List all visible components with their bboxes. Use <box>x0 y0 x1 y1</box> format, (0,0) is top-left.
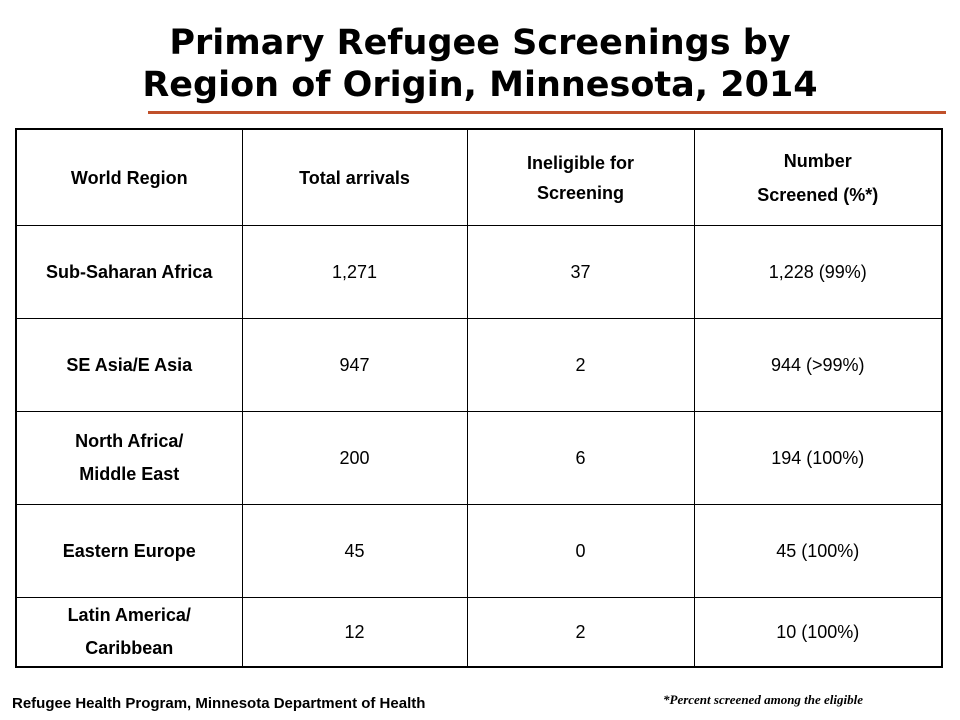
table-header-row: World Region Total arrivals Ineligible f… <box>15 128 943 226</box>
cell-region: Eastern Europe <box>15 504 243 598</box>
cell-total: 1,271 <box>241 225 468 319</box>
cell-region: North Africa/ Middle East <box>15 411 243 505</box>
header-total-arrivals: Total arrivals <box>241 128 468 226</box>
page-title: Primary Refugee Screenings by Region of … <box>0 22 960 106</box>
cell-total: 947 <box>241 318 468 412</box>
cell-ineligible: 37 <box>466 225 695 319</box>
table-row: North Africa/ Middle East 200 6 194 (100… <box>15 411 943 505</box>
cell-screened: 10 (100%) <box>693 597 943 668</box>
cell-screened: 1,228 (99%) <box>693 225 943 319</box>
cell-ineligible: 2 <box>466 318 695 412</box>
header-world-region: World Region <box>15 128 243 226</box>
header-ineligible: Ineligible for Screening <box>466 128 695 226</box>
title-divider <box>148 111 946 114</box>
table-row: Eastern Europe 45 0 45 (100%) <box>15 504 943 598</box>
cell-screened: 194 (100%) <box>693 411 943 505</box>
cell-ineligible: 2 <box>466 597 695 668</box>
screenings-table: World Region Total arrivals Ineligible f… <box>15 128 943 668</box>
header-number-screened: Number Screened (%*) <box>693 128 943 226</box>
table-row: Latin America/ Caribbean 12 2 10 (100%) <box>15 597 943 668</box>
cell-screened: 944 (>99%) <box>693 318 943 412</box>
table-row: Sub-Saharan Africa 1,271 37 1,228 (99%) <box>15 225 943 319</box>
cell-ineligible: 0 <box>466 504 695 598</box>
cell-region: SE Asia/E Asia <box>15 318 243 412</box>
cell-total: 45 <box>241 504 468 598</box>
source-credit: Refugee Health Program, Minnesota Depart… <box>12 695 426 712</box>
title-line-1: Primary Refugee Screenings by <box>169 23 791 63</box>
cell-region: Sub-Saharan Africa <box>15 225 243 319</box>
cell-region: Latin America/ Caribbean <box>15 597 243 668</box>
cell-ineligible: 6 <box>466 411 695 505</box>
title-line-2: Region of Origin, Minnesota, 2014 <box>142 65 818 105</box>
footnote: *Percent screened among the eligible <box>663 692 864 707</box>
table-row: SE Asia/E Asia 947 2 944 (>99%) <box>15 318 943 412</box>
cell-total: 12 <box>241 597 468 668</box>
cell-screened: 45 (100%) <box>693 504 943 598</box>
cell-total: 200 <box>241 411 468 505</box>
